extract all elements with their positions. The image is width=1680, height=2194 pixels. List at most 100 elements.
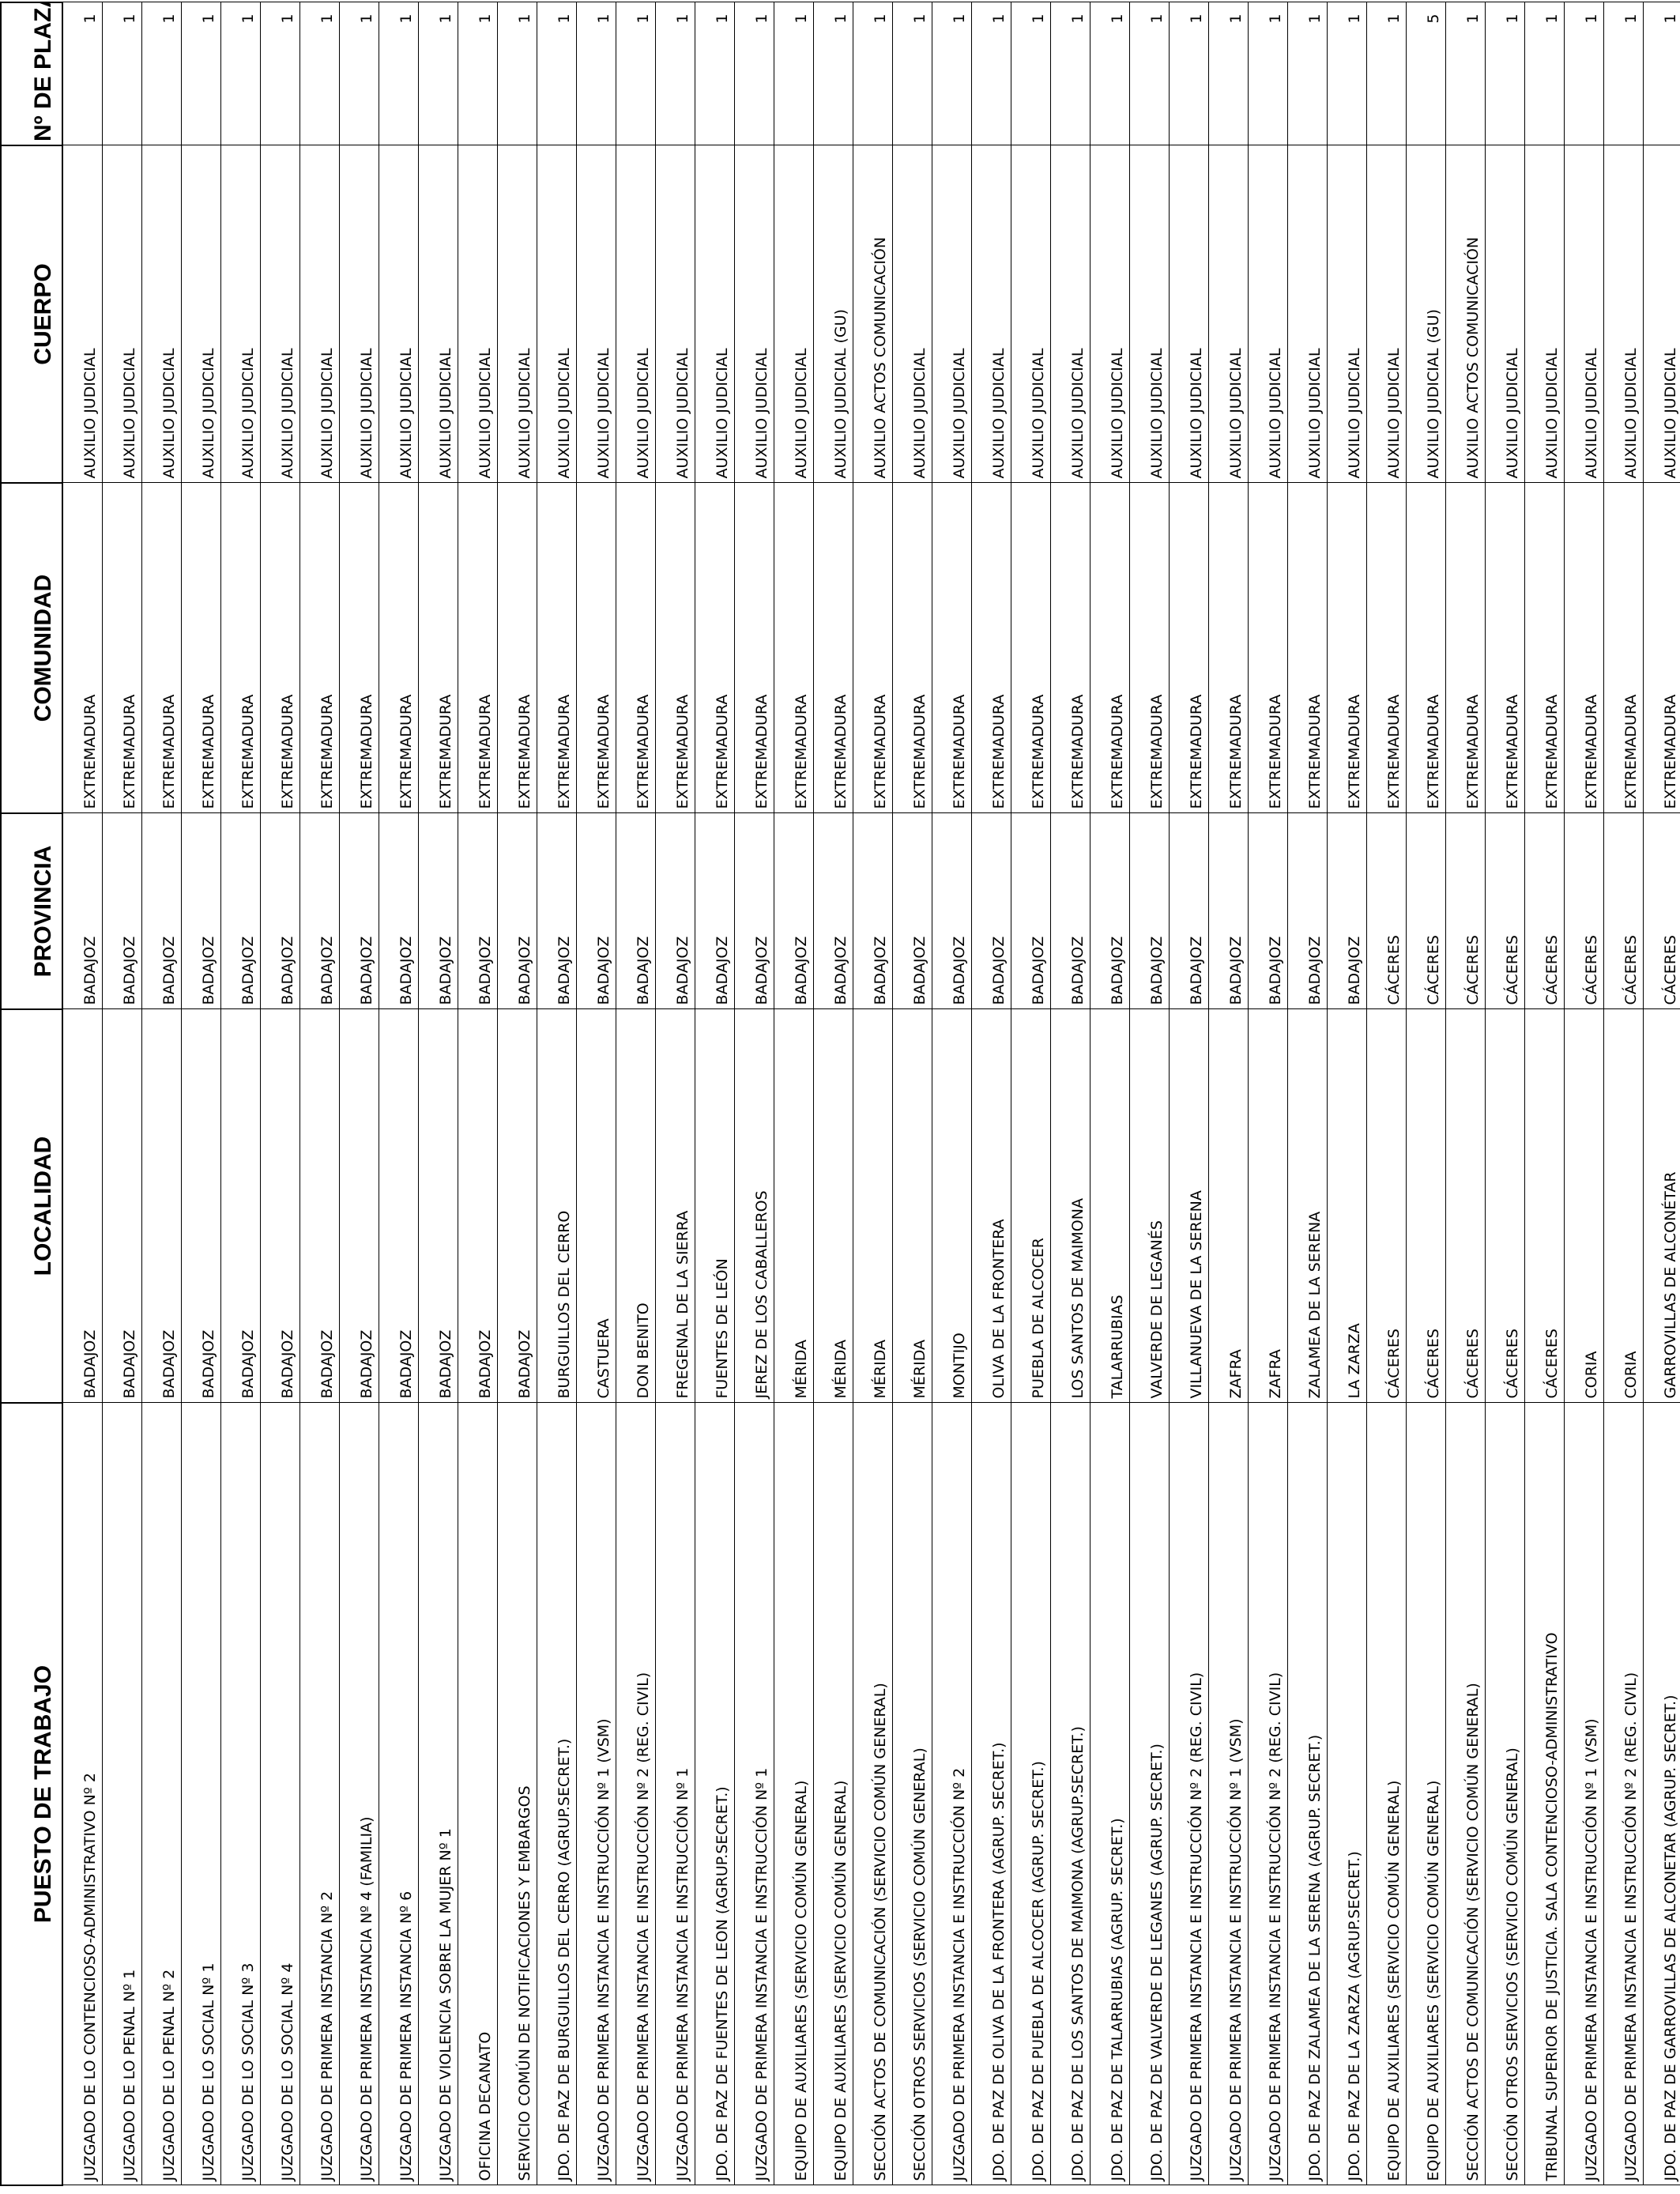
comunidad-cell: EXTREMADURA — [181, 483, 221, 813]
provincia-cell: BADAJOZ — [616, 813, 656, 1009]
table-row: JDO. DE PAZ DE VALVERDE DE LEGANES (AGRU… — [1129, 2, 1170, 2185]
puesto-cell: JUZGADO DE PRIMERA INSTANCIA E INSTRUCCI… — [932, 1403, 972, 2185]
comunidad-cell: EXTREMADURA — [1327, 483, 1367, 813]
cuerpo-cell: AUXILIO JUDICIAL — [181, 145, 221, 483]
table-row: JDO. DE PAZ DE ZALAMEA DE LA SERENA (AGR… — [1287, 2, 1328, 2185]
cuerpo-cell: AUXILIO ACTOS COMUNICACIÓN — [1445, 145, 1486, 483]
num-plazas-cell: 1 — [1011, 2, 1051, 145]
comunidad-cell: EXTREMADURA — [1248, 483, 1288, 813]
cuerpo-cell: AUXILIO JUDICIAL — [576, 145, 616, 483]
puesto-cell: EQUIPO DE AUXILIARES (SERVICIO COMÚN GEN… — [813, 1403, 853, 2185]
num-plazas-cell: 1 — [1366, 2, 1407, 145]
num-plazas-cell: 1 — [1050, 2, 1090, 145]
puesto-cell: JDO. DE PAZ DE VALVERDE DE LEGANES (AGRU… — [1129, 1403, 1170, 2185]
localidad-cell: TALARRUBIAS — [1090, 1009, 1130, 1403]
num-plazas-cell: 1 — [339, 2, 379, 145]
provincia-cell: CÁCERES — [1445, 813, 1486, 1009]
localidad-cell: ZAFRA — [1248, 1009, 1288, 1403]
cuerpo-cell: AUXILIO JUDICIAL — [1366, 145, 1407, 483]
puesto-cell: EQUIPO DE AUXILIARES (SERVICIO COMÚN GEN… — [774, 1403, 814, 2185]
comunidad-cell: EXTREMADURA — [813, 483, 853, 813]
localidad-cell: CORIA — [1564, 1009, 1604, 1403]
num-plazas-cell: 1 — [655, 2, 695, 145]
table-row: JDO. DE PAZ DE OLIVA DE LA FRONTERA (AGR… — [971, 2, 1011, 2185]
table-row: JDO. DE PAZ DE TALARRUBIAS (AGRUP. SECRE… — [1090, 2, 1130, 2185]
cuerpo-cell: AUXILIO JUDICIAL — [339, 145, 379, 483]
cuerpo-cell: AUXILIO JUDICIAL — [892, 145, 932, 483]
num-plazas-cell: 1 — [1603, 2, 1644, 145]
comunidad-cell: EXTREMADURA — [1485, 483, 1525, 813]
localidad-cell: CÁCERES — [1485, 1009, 1525, 1403]
puesto-cell: JDO. DE PAZ DE BURGUILLOS DEL CERRO (AGR… — [537, 1403, 577, 2185]
puesto-cell: JUZGADO DE VIOLENCIA SOBRE LA MUJER Nº 1 — [418, 1403, 458, 2185]
provincia-cell: BADAJOZ — [497, 813, 537, 1009]
table-row: JUZGADO DE PRIMERA INSTANCIA E INSTRUCCI… — [1248, 2, 1288, 2185]
table-row: JUZGADO DE PRIMERA INSTANCIA E INSTRUCCI… — [1208, 2, 1249, 2185]
comunidad-cell: EXTREMADURA — [299, 483, 340, 813]
num-plazas-cell: 1 — [853, 2, 893, 145]
table-row: JUZGADO DE PRIMERA INSTANCIA E INSTRUCCI… — [1169, 2, 1209, 2185]
table-row: JUZGADO DE PRIMERA INSTANCIA E INSTRUCCI… — [734, 2, 774, 2185]
localidad-cell: BADAJOZ — [141, 1009, 182, 1403]
table-row: JUZGADO DE LO CONTENCIOSO-ADMINISTRATIVO… — [62, 2, 103, 2185]
table-row: EQUIPO DE AUXILIARES (SERVICIO COMÚN GEN… — [1406, 2, 1446, 2185]
puesto-cell: JDO. DE PAZ DE LA ZARZA (AGRUP.SECRET.) — [1327, 1403, 1367, 2185]
cuerpo-cell: AUXILIO JUDICIAL (GU) — [813, 145, 853, 483]
comunidad-cell: EXTREMADURA — [220, 483, 261, 813]
puesto-cell: JUZGADO DE LO CONTENCIOSO-ADMINISTRATIVO… — [62, 1403, 103, 2185]
table-row: SECCIÓN OTROS SERVICIOS (SERVICIO COMÚN … — [892, 2, 932, 2185]
provincia-cell: BADAJOZ — [576, 813, 616, 1009]
provincia-cell: BADAJOZ — [141, 813, 182, 1009]
comunidad-cell: EXTREMADURA — [537, 483, 577, 813]
localidad-cell: LA ZARZA — [1327, 1009, 1367, 1403]
provincia-cell: BADAJOZ — [181, 813, 221, 1009]
provincia-cell: BADAJOZ — [971, 813, 1011, 1009]
comunidad-cell: EXTREMADURA — [141, 483, 182, 813]
localidad-cell: CÁCERES — [1445, 1009, 1486, 1403]
localidad-cell: VILLANUEVA DE LA SERENA — [1169, 1009, 1209, 1403]
cuerpo-cell: AUXILIO JUDICIAL — [734, 145, 774, 483]
cuerpo-cell: AUXILIO JUDICIAL — [458, 145, 498, 483]
cuerpo-cell: AUXILIO JUDICIAL — [655, 145, 695, 483]
num-plazas-cell: 1 — [1445, 2, 1486, 145]
num-plazas-cell: 1 — [537, 2, 577, 145]
table-row: JUZGADO DE PRIMERA INSTANCIA E INSTRUCCI… — [655, 2, 695, 2185]
localidad-cell: CÁCERES — [1366, 1009, 1407, 1403]
num-plazas-cell: 1 — [299, 2, 340, 145]
num-plazas-cell: 1 — [220, 2, 261, 145]
table-row: JUZGADO DE PRIMERA INSTANCIA E INSTRUCCI… — [616, 2, 656, 2185]
puesto-cell: JUZGADO DE PRIMERA INSTANCIA E INSTRUCCI… — [1169, 1403, 1209, 2185]
provincia-cell: BADAJOZ — [1169, 813, 1209, 1009]
table-row: JUZGADO DE PRIMERA INSTANCIA E INSTRUCCI… — [576, 2, 616, 2185]
comunidad-cell: EXTREMADURA — [1129, 483, 1170, 813]
comunidad-cell: EXTREMADURA — [1564, 483, 1604, 813]
cuerpo-cell: AUXILIO JUDICIAL — [932, 145, 972, 483]
localidad-cell: BADAJOZ — [299, 1009, 340, 1403]
cuerpo-cell: AUXILIO JUDICIAL — [1327, 145, 1367, 483]
cuerpo-cell: AUXILIO JUDICIAL — [1564, 145, 1604, 483]
puesto-cell: EQUIPO DE AUXILIARES (SERVICIO COMÚN GEN… — [1366, 1403, 1407, 2185]
num-plazas-cell: 1 — [695, 2, 735, 145]
localidad-cell: MONTIJO — [932, 1009, 972, 1403]
comunidad-cell: EXTREMADURA — [971, 483, 1011, 813]
localidad-cell: MÉRIDA — [813, 1009, 853, 1403]
num-plazas-cell: 1 — [1485, 2, 1525, 145]
cuerpo-cell: AUXILIO JUDICIAL — [1169, 145, 1209, 483]
comunidad-cell: EXTREMADURA — [62, 483, 103, 813]
cuerpo-cell: AUXILIO JUDICIAL — [1011, 145, 1051, 483]
localidad-cell: MÉRIDA — [853, 1009, 893, 1403]
provincia-cell: BADAJOZ — [932, 813, 972, 1009]
table-body: JUZGADO DE LO CONTENCIOSO-ADMINISTRATIVO… — [62, 2, 1680, 2185]
cuerpo-cell: AUXILIO JUDICIAL — [1485, 145, 1525, 483]
cuerpo-cell: AUXILIO JUDICIAL — [1524, 145, 1565, 483]
comunidad-cell: EXTREMADURA — [932, 483, 972, 813]
provincia-cell: BADAJOZ — [1287, 813, 1328, 1009]
localidad-cell: DON BENITO — [616, 1009, 656, 1403]
num-plazas-cell: 1 — [1643, 2, 1680, 145]
comunidad-cell: EXTREMADURA — [1011, 483, 1051, 813]
header-cuerpo: CUERPO — [1, 145, 62, 483]
provincia-cell: BADAJOZ — [62, 813, 103, 1009]
comunidad-cell: EXTREMADURA — [853, 483, 893, 813]
header-localidad: LOCALIDAD — [1, 1009, 62, 1403]
localidad-cell: BADAJOZ — [379, 1009, 419, 1403]
